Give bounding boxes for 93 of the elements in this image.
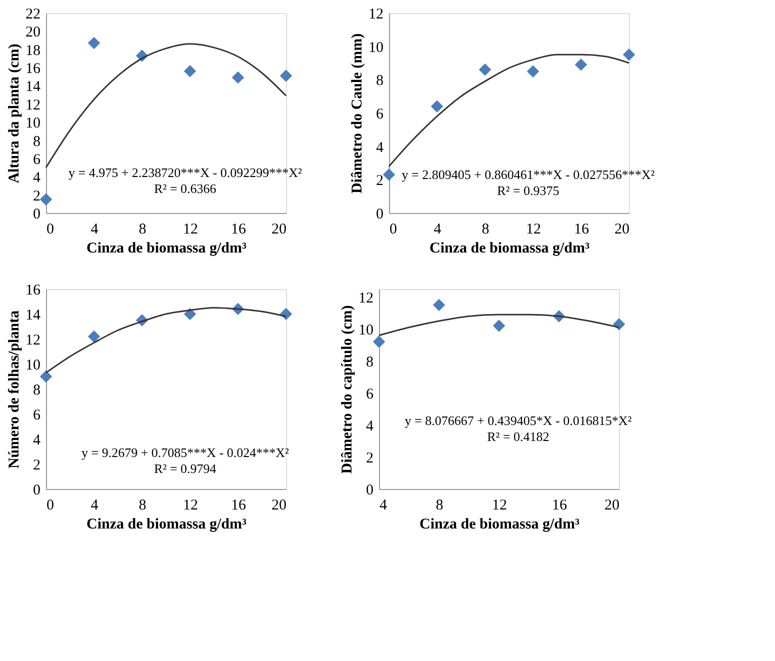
y-tick-label: 8 xyxy=(376,73,384,90)
y-tick-label: 4 xyxy=(33,432,41,448)
x-tick-label: 8 xyxy=(138,222,146,238)
y-tick-label: 0 xyxy=(33,482,40,498)
y-tick-label: 12 xyxy=(368,6,384,22)
point xyxy=(232,71,244,84)
y-tick-label: 2 xyxy=(33,458,40,474)
point xyxy=(382,168,396,181)
y-tick-label: 22 xyxy=(26,6,40,22)
point xyxy=(184,65,196,78)
point xyxy=(430,100,444,112)
y-axis-title: Número de folhas/planta xyxy=(6,310,22,469)
y-tick-label: 10 xyxy=(26,358,40,374)
y-tick-label: 2 xyxy=(366,450,374,466)
x-tick-label: 0 xyxy=(46,222,54,238)
y-tick-label: 8 xyxy=(33,134,40,150)
line-series xyxy=(388,54,630,168)
point xyxy=(432,298,446,312)
x-tick-label: 0 xyxy=(390,222,397,238)
y-tick-label: 8 xyxy=(33,382,40,398)
x-tick-label: 16 xyxy=(574,222,590,238)
x-tick-label: 12 xyxy=(183,222,198,238)
y-tick-label: 12 xyxy=(26,332,40,348)
y-tick-label: 12 xyxy=(26,97,40,114)
x-tick-label: 12 xyxy=(183,498,198,514)
x-tick-label: 16 xyxy=(231,222,246,238)
y-axis-title: Diâmetro do Caule (mm) xyxy=(350,33,366,194)
x-axis-title: Cinza de biomassa g/dm³ xyxy=(430,240,590,256)
y-tick-label: 4 xyxy=(33,170,41,186)
y-tick-label: 0 xyxy=(366,482,374,498)
x-tick-label: 12 xyxy=(492,498,507,514)
point xyxy=(280,70,292,82)
x-tick-label: 16 xyxy=(552,498,568,514)
y-tick-label: 12 xyxy=(358,290,374,306)
line-series xyxy=(45,43,287,168)
point xyxy=(492,320,506,332)
y-tick-label: 10 xyxy=(368,40,384,56)
y-tick-label: 6 xyxy=(366,386,374,402)
x-tick-label: 20 xyxy=(272,222,286,238)
y-tick-label: 20 xyxy=(26,24,40,41)
annotation: y = 8.076667 + 0.439405*X - 0.016815*X² xyxy=(404,413,632,428)
x-tick-label: 8 xyxy=(436,498,444,514)
y-tick-label: 4 xyxy=(376,140,384,156)
y-tick-label: 0 xyxy=(376,206,384,222)
y-tick-label: 18 xyxy=(26,42,40,59)
y-tick-label: 16 xyxy=(26,61,41,78)
x-tick-label: 20 xyxy=(614,222,630,238)
y-tick-label: 10 xyxy=(26,116,40,132)
y-tick-label: 0 xyxy=(33,206,40,222)
x-tick-label: 8 xyxy=(138,498,146,514)
x-axis-title: Cinza de biomassa g/dm³ xyxy=(86,240,247,256)
y-tick-label: 2 xyxy=(376,173,384,190)
y-tick-label: 6 xyxy=(376,106,384,122)
point xyxy=(526,65,540,78)
annotation: y = 9.2679 + 0.7085***X - 0.024***X² xyxy=(81,445,290,460)
y-tick-label: 6 xyxy=(33,408,41,424)
x-tick-label: 16 xyxy=(231,498,246,514)
y-tick-label: 8 xyxy=(366,354,374,370)
y-axis-title: Altura da planta (cm) xyxy=(6,44,22,184)
point xyxy=(622,48,636,61)
x-tick-label: 4 xyxy=(90,222,99,238)
point xyxy=(478,64,492,76)
point xyxy=(372,336,386,348)
x-tick-label: 20 xyxy=(272,498,286,514)
x-tick-label: 4 xyxy=(434,222,442,238)
annotation: R² = 0.4182 xyxy=(487,429,550,444)
point xyxy=(574,58,588,71)
point xyxy=(184,308,196,320)
y-tick-label: 2 xyxy=(33,188,40,204)
y-tick-label: 14 xyxy=(26,308,41,324)
y-tick-label: 14 xyxy=(26,79,41,96)
y-tick-label: 4 xyxy=(366,418,374,434)
x-tick-label: 20 xyxy=(604,498,620,514)
annotation: y = 2.809405 + 0.860461***X - 0.027556***X² xyxy=(402,167,655,182)
x-axis-title: Cinza de biomassa g/dm³ xyxy=(86,516,247,532)
point xyxy=(280,308,292,320)
annotation: R² = 0.6366 xyxy=(154,181,217,196)
x-tick-label: 12 xyxy=(526,222,541,238)
y-axis-title: Diâmetro do capítulo (cm) xyxy=(340,305,356,474)
point xyxy=(88,330,100,343)
point xyxy=(88,36,100,50)
x-tick-label: 0 xyxy=(46,498,54,514)
y-tick-label: 16 xyxy=(26,282,41,298)
annotation: R² = 0.9794 xyxy=(154,461,217,476)
x-tick-label: 4 xyxy=(90,498,99,514)
x-axis-title: Cinza de biomassa g/dm³ xyxy=(420,516,580,532)
x-tick-label: 8 xyxy=(482,222,490,238)
annotation: R² = 0.9375 xyxy=(497,183,560,198)
y-tick-label: 10 xyxy=(358,322,374,338)
annotation: y = 4.975 + 2.238720***X - 0.092299***X² xyxy=(68,165,302,180)
point xyxy=(40,370,52,383)
y-tick-label: 6 xyxy=(33,152,41,168)
point xyxy=(40,193,52,206)
